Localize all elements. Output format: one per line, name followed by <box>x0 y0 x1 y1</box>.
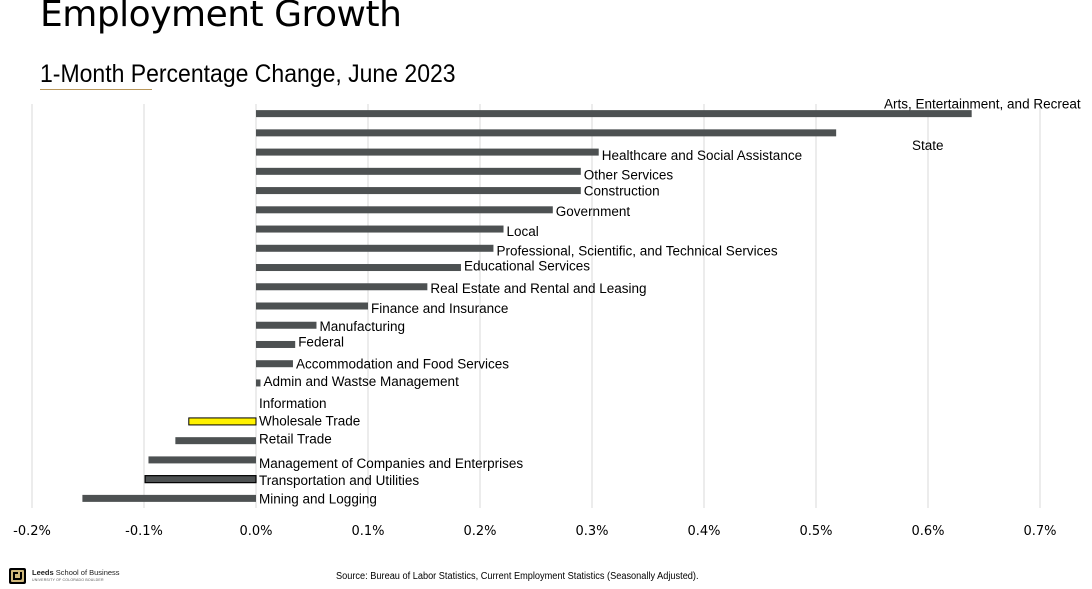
bar-label: Finance and Insurance <box>371 301 508 316</box>
bar <box>256 206 553 214</box>
bar-label: Real Estate and Rental and Leasing <box>430 281 646 296</box>
source-note: Source: Bureau of Labor Statistics, Curr… <box>336 571 699 582</box>
x-tick-label: 0.5% <box>799 524 832 539</box>
bar-label: Transportation and Utilities <box>259 473 419 488</box>
bar-label: Admin and Wastse Management <box>263 374 459 389</box>
x-tick-label: -0.1% <box>125 524 163 539</box>
x-tick-label: 0.3% <box>575 524 608 539</box>
bar <box>256 129 837 137</box>
bar-label: Construction <box>584 184 660 199</box>
bar <box>256 264 461 272</box>
bar <box>175 437 256 445</box>
bar-label: Other Services <box>584 167 674 182</box>
x-tick-label: 0.4% <box>687 524 720 539</box>
bar <box>256 360 293 368</box>
bar-label: Federal <box>298 334 344 349</box>
gridlines <box>31 104 1041 508</box>
bar <box>256 225 504 233</box>
bar <box>256 340 296 348</box>
bar-label: Professional, Scientific, and Technical … <box>496 243 777 258</box>
bar <box>256 244 494 252</box>
bar <box>148 456 256 464</box>
bar-label: Arts, Entertainment, and Recreat <box>884 97 1081 112</box>
bar-label: Retail Trade <box>259 432 332 447</box>
bar-chart: Arts, Entertainment, and Recreat State Hea… <box>13 97 1081 539</box>
x-tick-label: -0.2% <box>13 524 51 539</box>
bar <box>256 321 317 329</box>
bar <box>256 379 261 387</box>
bar-label: State <box>912 138 944 153</box>
x-tick-label: 0.2% <box>463 524 496 539</box>
x-tick-label: 0.6% <box>911 524 944 539</box>
x-tick-label: 0.0% <box>239 524 272 539</box>
bar-label: Wholesale Trade <box>259 413 360 428</box>
bar-label: Information <box>259 396 327 411</box>
bar-labels: Arts, Entertainment, and Recreat State Hea… <box>259 97 1081 507</box>
bar <box>144 475 257 484</box>
bar-label: Management of Companies and Enterprises <box>259 456 523 471</box>
bar-label: Manufacturing <box>319 319 405 334</box>
bar <box>256 283 428 291</box>
bar-label: Accommodation and Food Services <box>296 357 509 372</box>
bar-label: Educational Services <box>464 259 590 274</box>
bar-label: Healthcare and Social Assistance <box>602 148 802 163</box>
x-tick-label: 0.1% <box>351 524 384 539</box>
bar <box>188 417 257 426</box>
logo-subtext: UNIVERSITY OF COLORADO BOULDER <box>32 578 104 582</box>
chart-subtitle: 1-Month Percentage Change, June 2023 <box>40 60 456 88</box>
bar-label: Mining and Logging <box>259 491 377 506</box>
bar-label: Government <box>556 204 631 219</box>
bar <box>256 187 581 195</box>
bar <box>82 494 257 502</box>
bar <box>256 302 368 310</box>
logo-text: Leeds School of Business <box>32 568 120 577</box>
bars <box>82 110 972 502</box>
leeds-logo: Leeds School of Business UNIVERSITY OF C… <box>8 566 123 586</box>
cu-logo-icon <box>9 568 26 584</box>
bar <box>256 167 581 175</box>
page-title: Employment Growth <box>40 0 402 35</box>
subtitle-underline <box>40 89 152 90</box>
x-tick-label: 0.7% <box>1023 524 1056 539</box>
bar <box>256 148 599 156</box>
bar-label: Local <box>507 224 539 239</box>
x-axis-ticks: -0.2% -0.1% 0.0% 0.1% 0.2% 0.3% 0.4% 0.5% 0.6% 0.… <box>13 524 1056 539</box>
bar <box>256 110 972 118</box>
